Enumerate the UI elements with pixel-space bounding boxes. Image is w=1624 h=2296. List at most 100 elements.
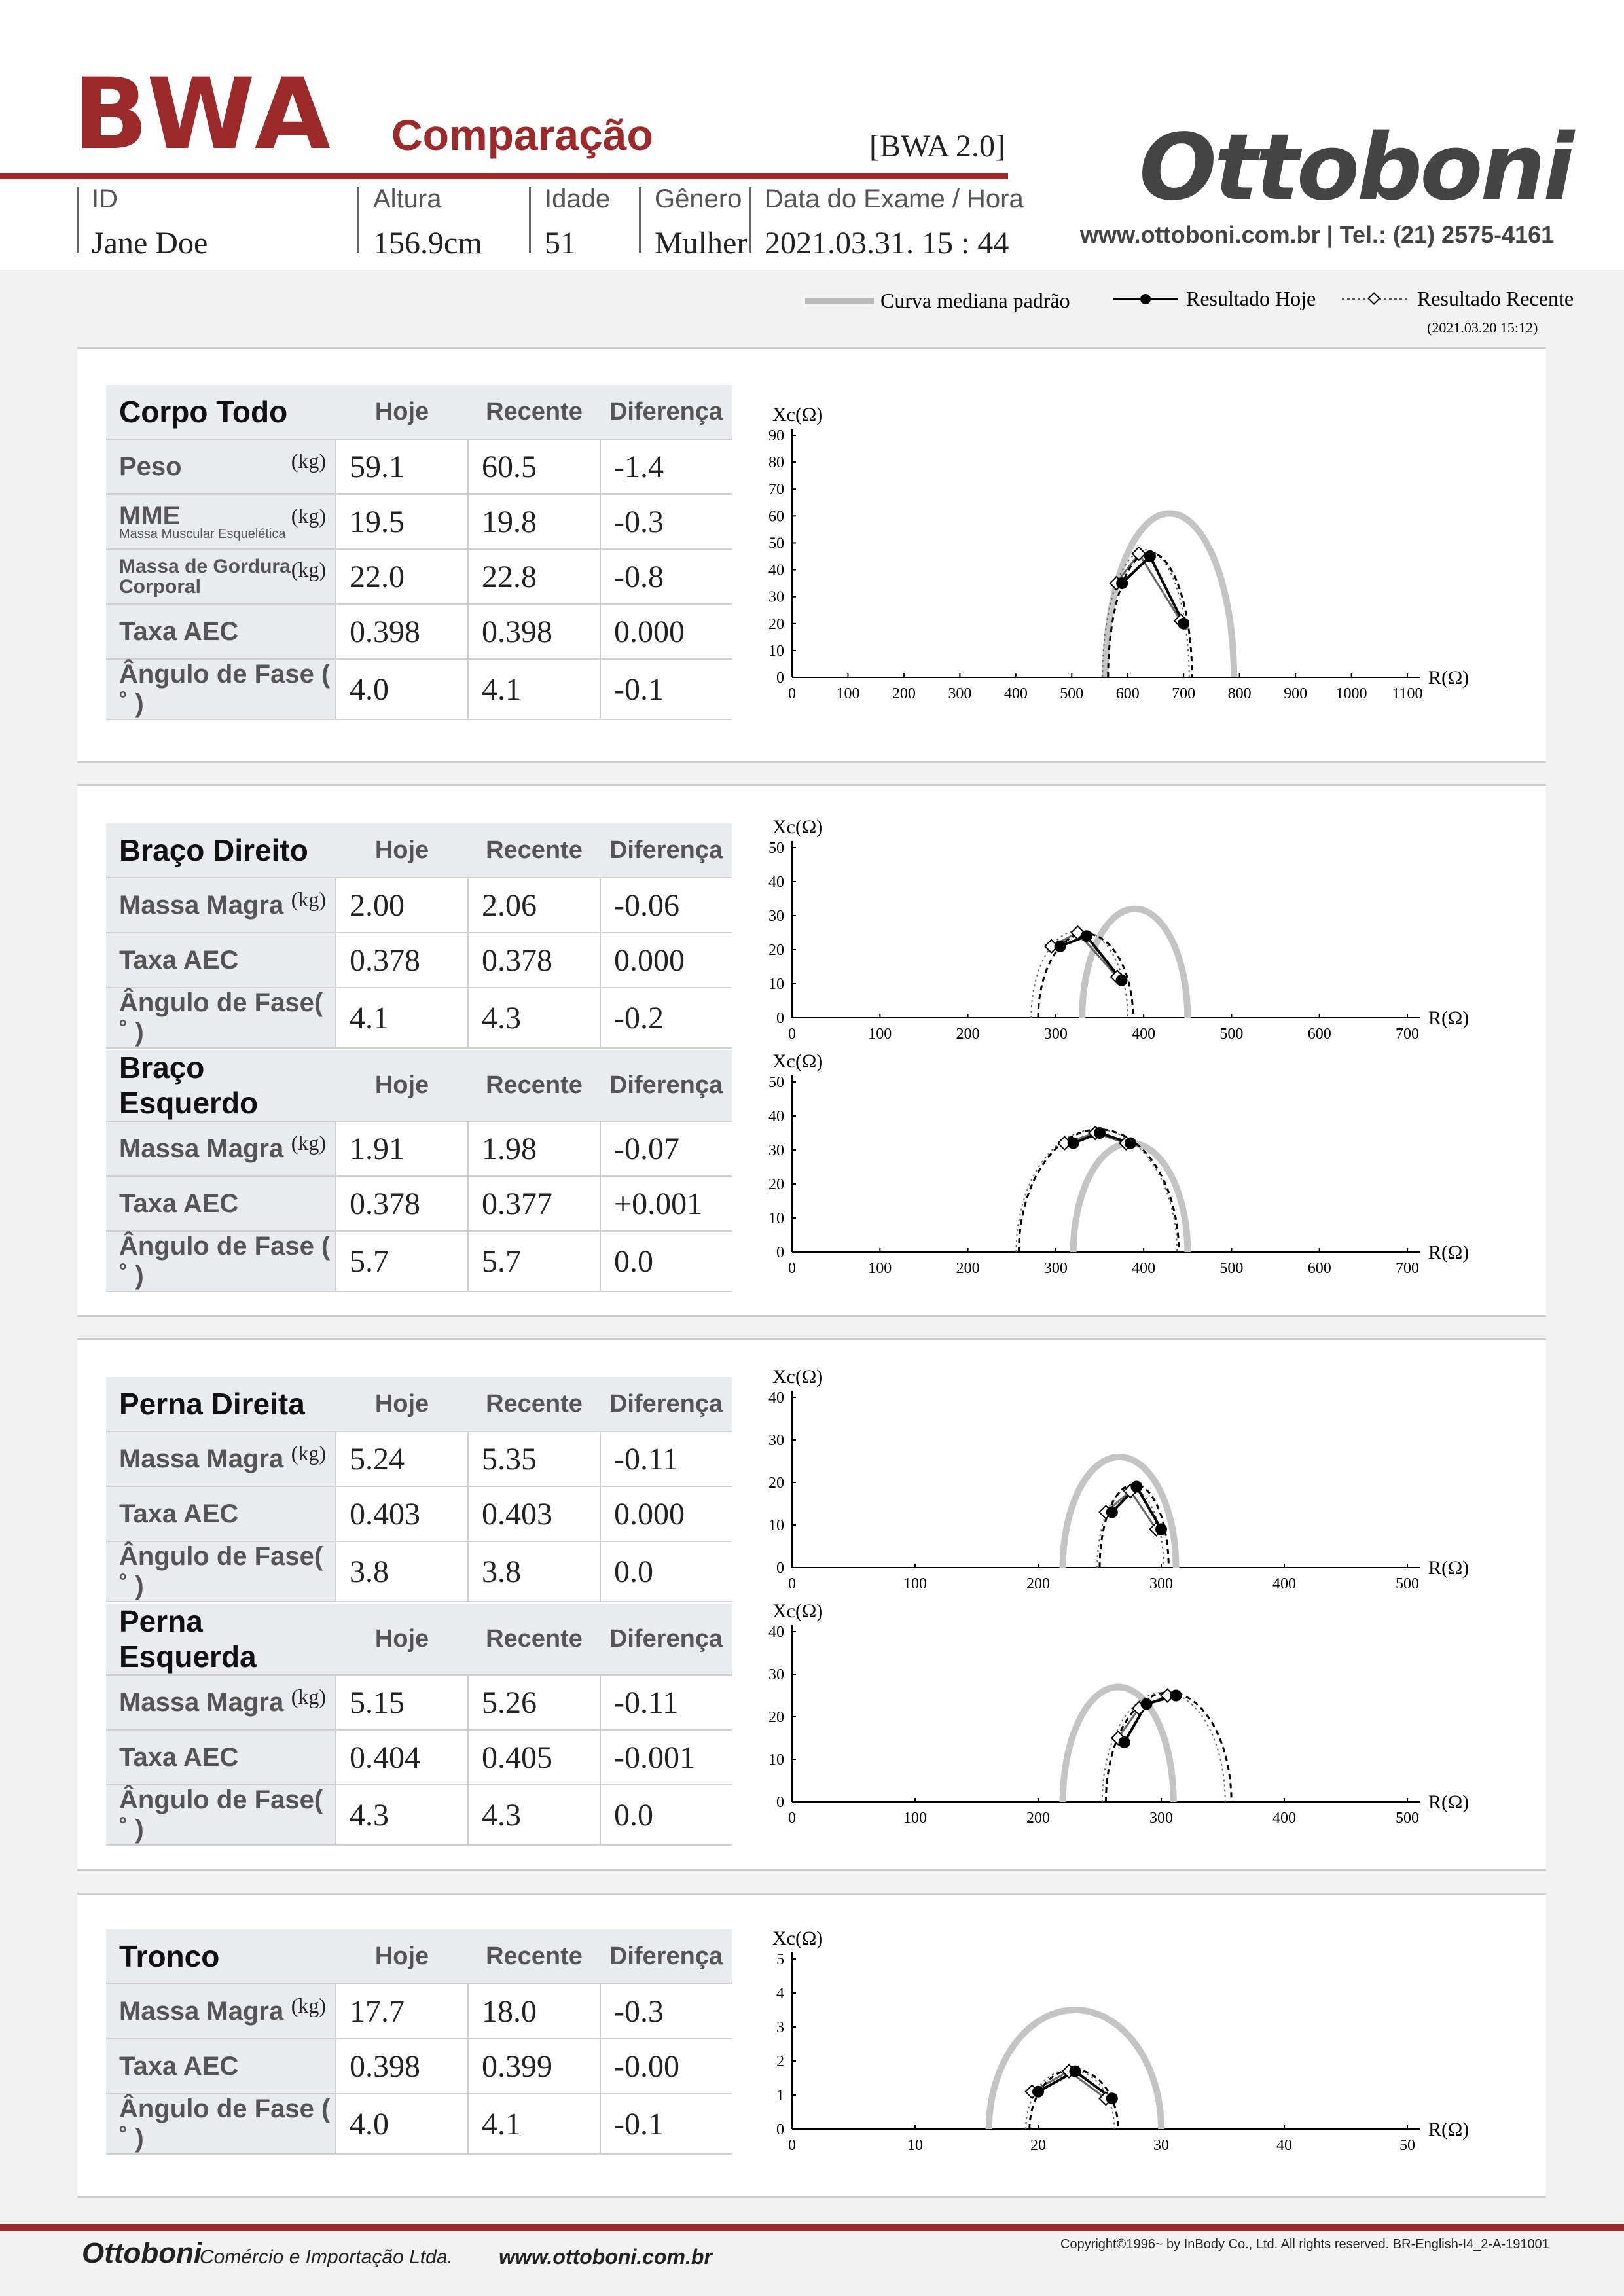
table-row: Taxa AEC 0.398 0.399 -0.00 [106,2039,732,2094]
y-tick-label: 40 [768,1390,784,1407]
row-label: Taxa AEC [119,1499,239,1528]
standard-curve [1059,1683,1177,1803]
x-tick-label: 200 [1026,1810,1050,1827]
today-value: 4.0 [335,659,468,720]
x-tick-label: 300 [948,685,971,702]
x-axis-label: R(Ω) [1428,667,1469,689]
row-label-cell: Massa Magra (kg) [106,1984,336,2039]
row-unit: (kg) [291,1441,326,1465]
footer-site[interactable]: www.ottoboni.com.br [499,2245,712,2269]
today-point [1130,1480,1143,1493]
today-value: 0.403 [335,1486,468,1542]
row-label: Massa Magra [119,1996,284,2026]
y-tick-label: 5 [776,1951,784,1968]
today-point [1155,1523,1167,1535]
y-tick-label: 0 [776,2121,784,2138]
gender-label: Gênero [655,185,742,213]
x-tick-label: 300 [1149,1575,1173,1592]
row-label: Ângulo de Fase ( ˚ ) [119,1232,331,1290]
x-tick-label: 300 [1044,1260,1068,1277]
y-tick-label: 90 [768,427,784,444]
diff-value: -0.06 [600,878,732,933]
y-tick-label: 30 [768,908,784,925]
chart-braco_direito: 0 100 200 300 400 500 600 700 0 10 20 30 40 50 Xc(Ω) R(… [768,818,1469,1043]
y-tick-label: 10 [768,1210,784,1227]
row-label-cell: Taxa AEC [106,1176,336,1232]
y-tick-label: 50 [768,535,784,552]
col-recent-header: Recente [468,385,600,440]
x-tick-label: 100 [868,1260,892,1277]
today-value: 2.00 [335,878,468,933]
col-diff-header: Diferença [600,1929,732,1984]
contact-info: www.ottoboni.com.br | Tel.: (21) 2575-41… [1080,221,1555,248]
section-title: Perna Esquerda [106,1604,336,1676]
col-today-header: Hoje [336,1604,468,1676]
y-axis-label: Xc(Ω) [772,1368,823,1388]
x-tick-label: 0 [788,2137,796,2154]
x-axis-label: R(Ω) [1428,1242,1469,1263]
row-unit: (kg) [291,504,326,528]
table-row: Massa Magra (kg) 17.7 18.0 -0.3 [106,1984,732,2039]
recent-value: 4.1 [467,2094,600,2155]
recent-value: 4.1 [467,659,600,720]
legend-today-label: Resultado Hoje [1186,287,1316,310]
x-tick-label: 20 [1030,2137,1046,2154]
x-axis-label: R(Ω) [1428,2119,1469,2140]
standard-curve [1079,905,1191,1018]
standard-curve [1102,510,1238,678]
x-tick-label: 900 [1284,685,1307,702]
x-tick-label: 800 [1228,685,1252,702]
col-recent-header: Recente [468,1050,600,1122]
y-axis-label: Xc(Ω) [772,1929,823,1949]
x-tick-label: 1000 [1336,685,1367,702]
recent-point [1160,1688,1175,1703]
col-today-header: Hoje [336,1929,468,1984]
x-tick-label: 100 [836,685,859,702]
row-label: Ângulo de Fase ( ˚ ) [119,2094,331,2153]
x-tick-label: 200 [956,1026,980,1043]
table-row: Ângulo de Fase( ˚ ) 4.1 4.3 -0.2 [106,988,732,1049]
col-recent-header: Recente [468,1604,600,1676]
row-label-cell: Taxa AEC [106,604,336,660]
table-perna_direita: Perna Direita Hoje Recente Diferença Massa M… [106,1377,732,1602]
recent-value: 3.8 [467,1541,600,1602]
age-value: 51 [545,226,576,260]
diff-value: 0.0 [600,1231,732,1292]
y-tick-label: 0 [776,1244,784,1261]
table-row: Ângulo de Fase ( ˚ ) 4.0 4.1 -0.1 [106,659,732,720]
col-recent-header: Recente [468,1377,600,1432]
x-axis-label: R(Ω) [1428,1791,1469,1813]
legend-recent-label: Resultado Recente [1417,287,1574,310]
footer-company-sub: Comércio e Importação Ltda. [200,2246,453,2268]
standard-curve [1059,1454,1180,1568]
col-recent-header: Recente [468,823,600,878]
row-label: Ângulo de Fase( ˚ ) [119,1542,323,1600]
today-point [1140,1698,1153,1710]
today-value: 3.8 [335,1541,468,1602]
table-row: Massa Magra (kg) 5.15 5.26 -0.11 [106,1675,732,1731]
table-braco_esquerdo: Braço Esquerdo Hoje Recente Diferença Massa … [106,1050,732,1292]
row-unit: (kg) [291,1685,326,1708]
diff-value: 0.000 [600,933,732,988]
section-title: Braço Esquerdo [106,1050,336,1122]
row-label-cell: Ângulo de Fase( ˚ ) [106,1785,336,1846]
recent-value: 0.399 [467,2039,600,2094]
recent-value: 2.06 [467,878,600,933]
exam-date-value: 2021.03.31. 15 : 44 [765,226,1009,260]
row-label-cell: Ângulo de Fase( ˚ ) [106,988,336,1049]
row-sublabel: Massa Muscular Esquelética [119,527,286,541]
today-value: 0.398 [335,2039,468,2094]
table-row: Peso (kg) 59.1 60.5 -1.4 [106,439,732,495]
today-value: 4.1 [335,988,468,1049]
y-tick-label: 30 [768,1666,784,1683]
today-value: 4.3 [335,1785,468,1846]
x-tick-label: 1100 [1392,685,1422,702]
row-label: MME [119,501,181,530]
x-tick-label: 500 [1219,1260,1243,1277]
today-point [1118,1736,1130,1748]
recent-value: 4.3 [467,988,600,1049]
today-value: 5.7 [335,1231,468,1292]
col-today-header: Hoje [336,385,468,440]
y-tick-label: 10 [768,1517,784,1534]
col-diff-header: Diferença [600,823,732,878]
